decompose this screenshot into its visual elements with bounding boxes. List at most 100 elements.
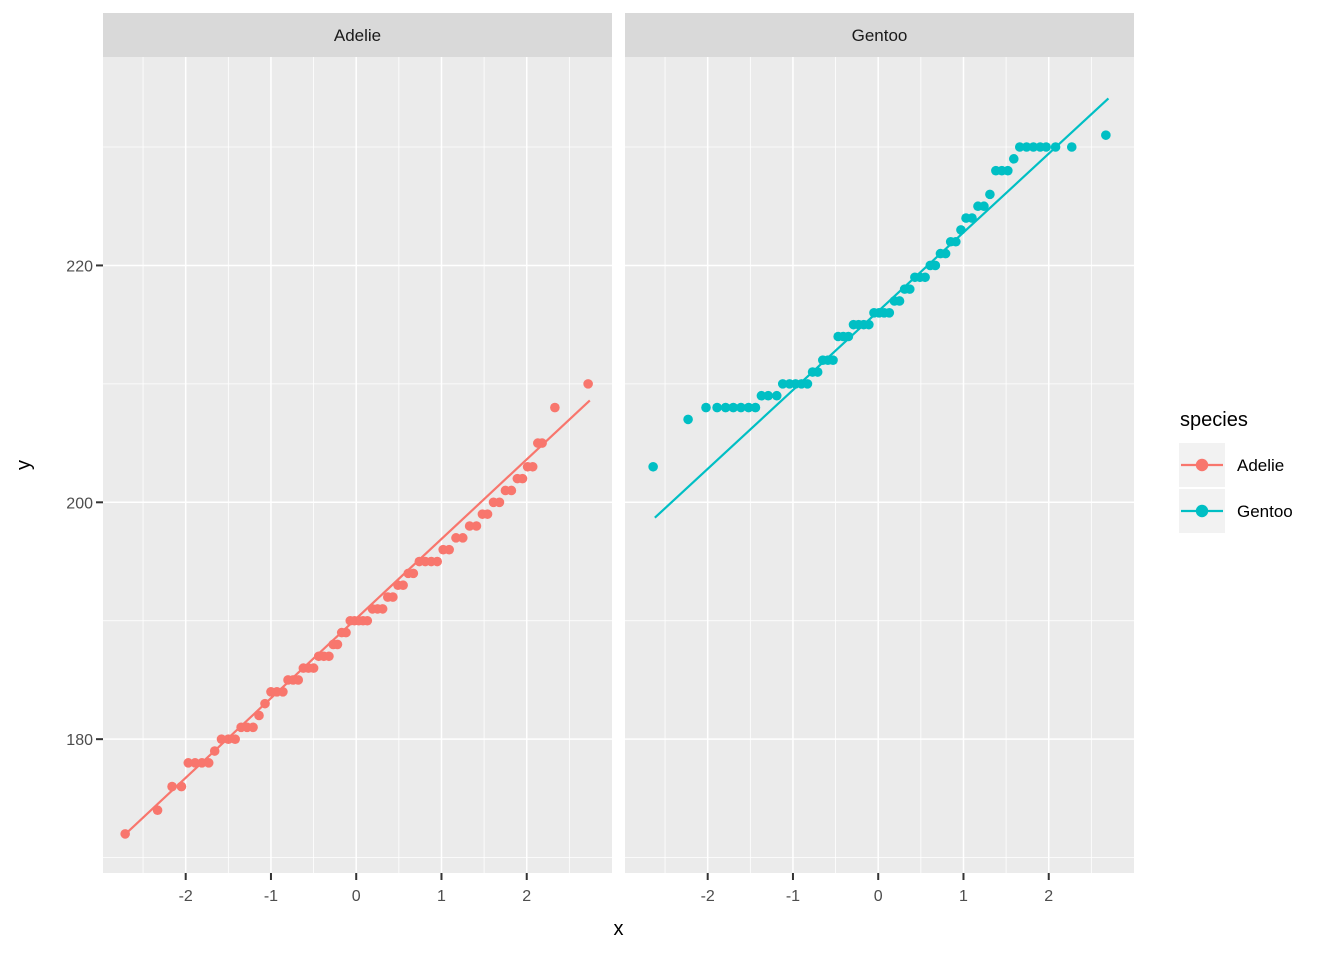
data-point-gentoo bbox=[812, 367, 823, 377]
data-point-gentoo bbox=[985, 189, 995, 200]
x-tick-label: 1 bbox=[437, 888, 446, 905]
data-point-gentoo bbox=[1008, 154, 1019, 164]
qq-line-gentoo bbox=[654, 97, 1110, 519]
data-point-adelie bbox=[432, 556, 443, 567]
data-point-gentoo bbox=[750, 402, 761, 413]
data-point-adelie bbox=[517, 473, 528, 484]
data-point-adelie bbox=[209, 746, 220, 756]
x-tick-label: 0 bbox=[874, 888, 883, 905]
data-point-adelie bbox=[230, 734, 240, 744]
data-point-adelie bbox=[308, 663, 319, 673]
data-point-gentoo bbox=[930, 260, 941, 271]
data-point-gentoo bbox=[1014, 142, 1025, 152]
data-point-gentoo bbox=[864, 319, 874, 330]
data-point-adelie bbox=[197, 758, 207, 768]
data-point-adelie bbox=[332, 639, 343, 650]
data-point-adelie bbox=[260, 698, 270, 709]
data-point-gentoo bbox=[1041, 142, 1051, 152]
data-point-gentoo bbox=[763, 390, 774, 401]
x-tick-label: -2 bbox=[179, 888, 193, 905]
data-point-adelie bbox=[190, 758, 200, 768]
legend-label-adelie: Adelie bbox=[1237, 456, 1284, 475]
facet-strip-label-gentoo: Gentoo bbox=[852, 26, 908, 45]
legend: species Adelie Gentoo bbox=[1179, 409, 1293, 533]
data-point-gentoo bbox=[701, 402, 711, 413]
data-point-adelie bbox=[341, 627, 351, 638]
data-point-adelie bbox=[293, 675, 304, 685]
x-tick-label: -1 bbox=[786, 888, 800, 905]
legend-title: species bbox=[1180, 409, 1248, 431]
data-point-gentoo bbox=[1050, 142, 1061, 152]
x-tick-label: 2 bbox=[1044, 888, 1053, 905]
data-point-gentoo bbox=[940, 248, 951, 259]
data-point-gentoo bbox=[756, 390, 767, 401]
data-point-adelie bbox=[482, 509, 493, 519]
data-point-gentoo bbox=[1021, 142, 1032, 152]
data-point-adelie bbox=[362, 615, 373, 626]
chart-dynamic-layer: -2 -1 0 1 2 -2 -1 0 1 2 180 200 220 bbox=[66, 57, 1134, 905]
data-point-gentoo bbox=[1101, 130, 1111, 140]
data-point-adelie bbox=[444, 544, 454, 555]
x-tick-label: 2 bbox=[522, 888, 531, 905]
data-point-adelie bbox=[527, 461, 538, 472]
data-point-adelie bbox=[471, 521, 482, 531]
data-point-gentoo bbox=[1066, 142, 1077, 152]
data-point-adelie bbox=[167, 781, 177, 792]
data-point-adelie bbox=[223, 734, 234, 744]
data-point-gentoo bbox=[828, 355, 838, 365]
data-point-gentoo bbox=[802, 379, 813, 389]
data-point-adelie bbox=[457, 533, 468, 543]
x-axis-title: x bbox=[614, 918, 624, 940]
data-point-adelie bbox=[537, 438, 547, 448]
data-point-adelie bbox=[203, 758, 214, 768]
x-tick-label: 1 bbox=[959, 888, 968, 905]
data-point-gentoo bbox=[843, 331, 854, 342]
data-point-adelie bbox=[183, 758, 194, 768]
data-point-gentoo bbox=[920, 272, 930, 283]
data-point-adelie bbox=[377, 604, 388, 614]
data-point-gentoo bbox=[728, 402, 739, 413]
data-point-adelie bbox=[494, 497, 505, 508]
data-point-gentoo bbox=[904, 284, 915, 294]
data-point-gentoo bbox=[648, 461, 658, 472]
data-point-gentoo bbox=[956, 225, 966, 235]
data-point-gentoo bbox=[894, 296, 905, 306]
data-point-adelie bbox=[248, 722, 258, 733]
data-point-adelie bbox=[152, 805, 163, 816]
data-point-gentoo bbox=[1028, 142, 1039, 152]
data-point-adelie bbox=[506, 485, 517, 496]
data-point-gentoo bbox=[736, 402, 746, 413]
x-tick-label: 0 bbox=[352, 888, 361, 905]
y-tick-label: 180 bbox=[66, 732, 93, 749]
data-point-gentoo bbox=[967, 213, 977, 223]
data-point-adelie bbox=[324, 651, 334, 662]
y-tick-label: 220 bbox=[66, 258, 93, 275]
facet-strip-adelie bbox=[103, 13, 612, 57]
data-point-gentoo bbox=[884, 308, 895, 318]
x-tick-label: -2 bbox=[701, 888, 715, 905]
facet-strip-gentoo bbox=[625, 13, 1134, 57]
data-point-adelie bbox=[216, 734, 227, 744]
data-point-adelie bbox=[398, 580, 408, 591]
legend-glyph-point-gentoo bbox=[1195, 504, 1209, 518]
data-point-adelie bbox=[408, 568, 419, 579]
data-point-gentoo bbox=[771, 390, 782, 401]
data-point-gentoo bbox=[743, 402, 754, 413]
data-point-adelie bbox=[451, 533, 461, 543]
data-point-adelie bbox=[278, 686, 288, 697]
legend-glyph-point-adelie bbox=[1195, 458, 1209, 472]
data-point-gentoo bbox=[712, 402, 722, 413]
data-point-adelie bbox=[176, 781, 187, 792]
y-tick-label: 200 bbox=[66, 495, 93, 512]
data-point-gentoo bbox=[979, 201, 989, 212]
data-point-gentoo bbox=[720, 402, 731, 413]
panel-gentoo bbox=[625, 57, 1134, 873]
data-point-gentoo bbox=[1003, 165, 1013, 176]
data-point-adelie bbox=[388, 592, 398, 602]
data-point-adelie bbox=[120, 829, 130, 839]
data-point-adelie bbox=[254, 710, 264, 721]
legend-label-gentoo: Gentoo bbox=[1237, 502, 1293, 521]
x-tick-label: -1 bbox=[264, 888, 278, 905]
